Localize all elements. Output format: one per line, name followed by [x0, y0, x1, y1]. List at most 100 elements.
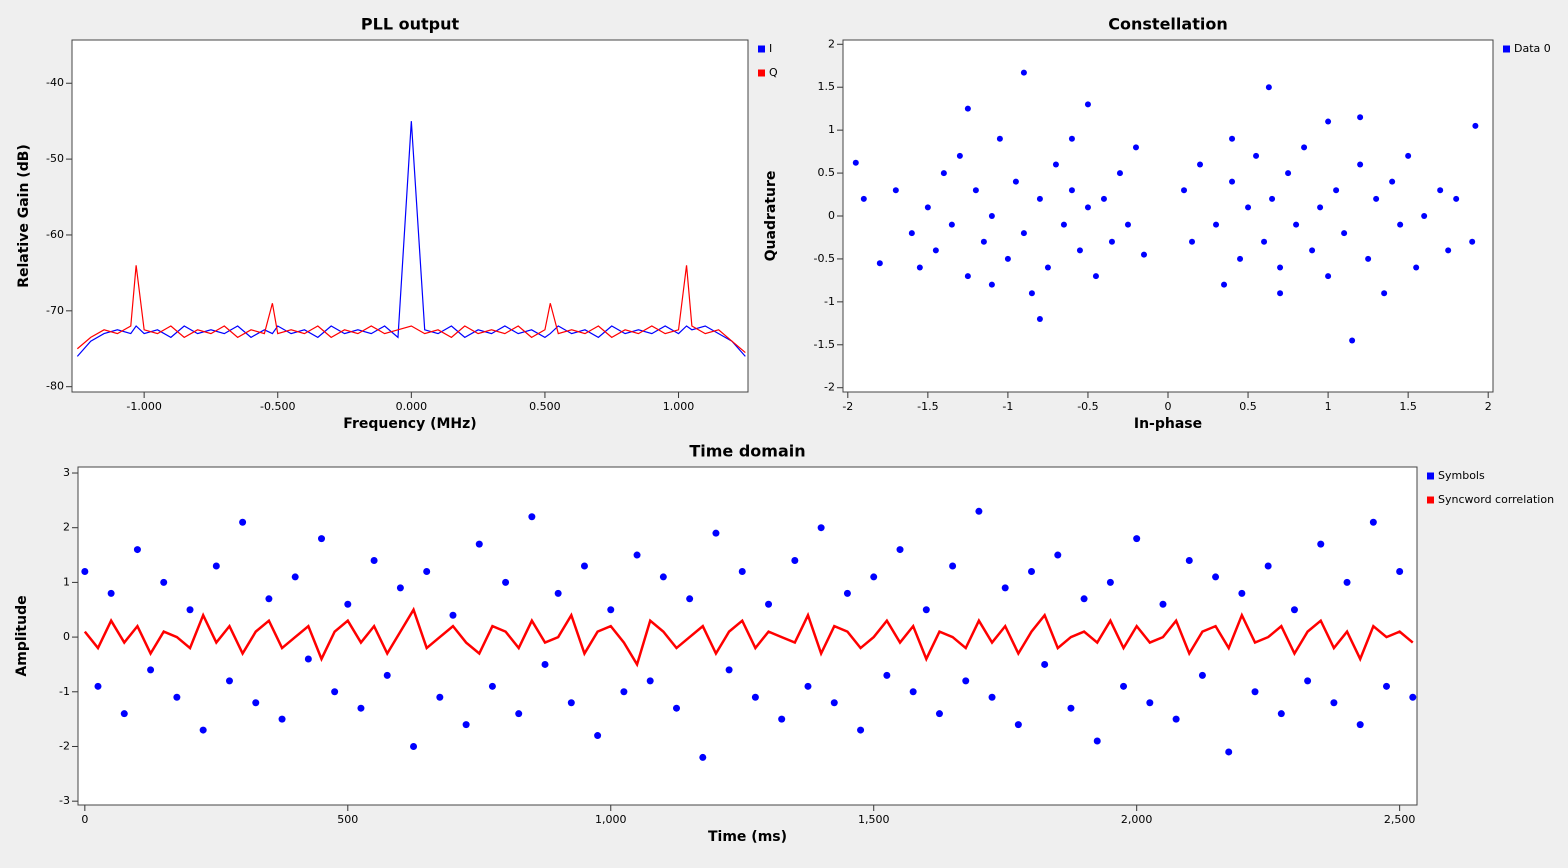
point: [580, 562, 588, 570]
point: [1285, 170, 1292, 177]
point: [1349, 337, 1356, 344]
plot-area: [72, 40, 748, 392]
point: [1325, 118, 1332, 125]
point: [1301, 144, 1308, 151]
point: [1397, 221, 1404, 228]
y-tick-label: -0.5: [814, 252, 835, 265]
y-axis-label: Amplitude: [14, 595, 30, 676]
x-tick-label: 0.5: [1239, 400, 1257, 413]
point: [1277, 264, 1284, 271]
point: [1469, 238, 1476, 245]
point: [488, 682, 496, 690]
plot: Time domain Time (ms) Amplitude 0 500 1,000 1,…: [14, 442, 1554, 846]
point: [239, 518, 247, 526]
point: [462, 721, 470, 729]
point: [304, 655, 312, 663]
chart-title: PLL output: [361, 15, 460, 34]
point: [1076, 247, 1083, 254]
point: [909, 688, 917, 696]
x-tick-label: 0: [81, 813, 88, 826]
point: [1341, 230, 1348, 237]
point: [1159, 600, 1167, 608]
y-tick-label: 2: [63, 521, 70, 534]
point: [673, 704, 681, 712]
point: [1041, 660, 1049, 668]
point: [972, 187, 979, 194]
point: [331, 688, 339, 696]
point: [81, 567, 89, 575]
point: [1133, 535, 1141, 543]
point: [515, 710, 523, 718]
point: [1421, 213, 1428, 219]
point: [318, 535, 326, 543]
point: [1229, 135, 1236, 142]
x-tick-label: 500: [337, 813, 358, 826]
x-tick-label: -1.000: [126, 400, 161, 413]
point: [436, 693, 444, 701]
x-tick-label: 1.5: [1399, 400, 1417, 413]
point: [1036, 316, 1043, 323]
point: [1381, 290, 1388, 297]
point: [712, 529, 720, 537]
point: [804, 682, 812, 690]
series-line: [83, 606, 1414, 668]
point: [751, 693, 759, 701]
chart-title: Constellation: [1108, 15, 1227, 34]
point: [291, 573, 299, 581]
x-tick-label: 2,000: [1121, 813, 1153, 826]
point: [964, 105, 971, 112]
point: [107, 589, 115, 597]
point: [265, 595, 273, 603]
point: [1357, 161, 1364, 168]
point: [1001, 584, 1009, 592]
point: [1213, 221, 1220, 228]
point: [852, 159, 859, 166]
point: [791, 557, 799, 565]
point: [1080, 595, 1088, 603]
x-tick-label: -1.5: [917, 400, 938, 413]
y-tick-label: -40: [46, 76, 64, 89]
point: [980, 238, 987, 245]
point: [1044, 264, 1051, 271]
x-axis-label: Time (ms): [708, 829, 787, 845]
point: [1012, 178, 1019, 185]
point: [932, 247, 939, 254]
point: [1253, 152, 1260, 159]
point: [1124, 221, 1131, 228]
point: [1140, 251, 1147, 258]
legend-label: Symbols: [1438, 469, 1485, 482]
point: [1317, 540, 1325, 548]
point: [1290, 606, 1298, 614]
point: [1068, 187, 1075, 194]
plot-frame: [842, 39, 1494, 393]
chart-title: Time domain: [689, 442, 805, 461]
point: [252, 699, 260, 707]
point: [860, 195, 867, 202]
point: [1185, 557, 1193, 565]
point: [344, 600, 352, 608]
point: [1238, 589, 1246, 597]
point: [225, 677, 233, 685]
plot-frame: [77, 466, 1418, 806]
point: [1060, 221, 1067, 228]
point: [725, 666, 733, 674]
point: [212, 562, 220, 570]
point: [620, 688, 628, 696]
point: [1264, 562, 1272, 570]
x-tick-label: -0.500: [260, 400, 295, 413]
point: [1251, 688, 1259, 696]
y-tick-label: -60: [46, 228, 64, 241]
legend-swatch: [758, 45, 765, 53]
point: [1229, 178, 1236, 185]
point: [988, 281, 995, 288]
point: [1198, 671, 1206, 679]
point: [646, 677, 654, 685]
point: [1052, 161, 1059, 168]
point: [160, 578, 168, 586]
point: [1309, 247, 1316, 254]
point: [1036, 195, 1043, 202]
point: [765, 600, 773, 608]
point: [1245, 204, 1252, 211]
point: [1237, 255, 1244, 262]
point: [1357, 114, 1364, 121]
